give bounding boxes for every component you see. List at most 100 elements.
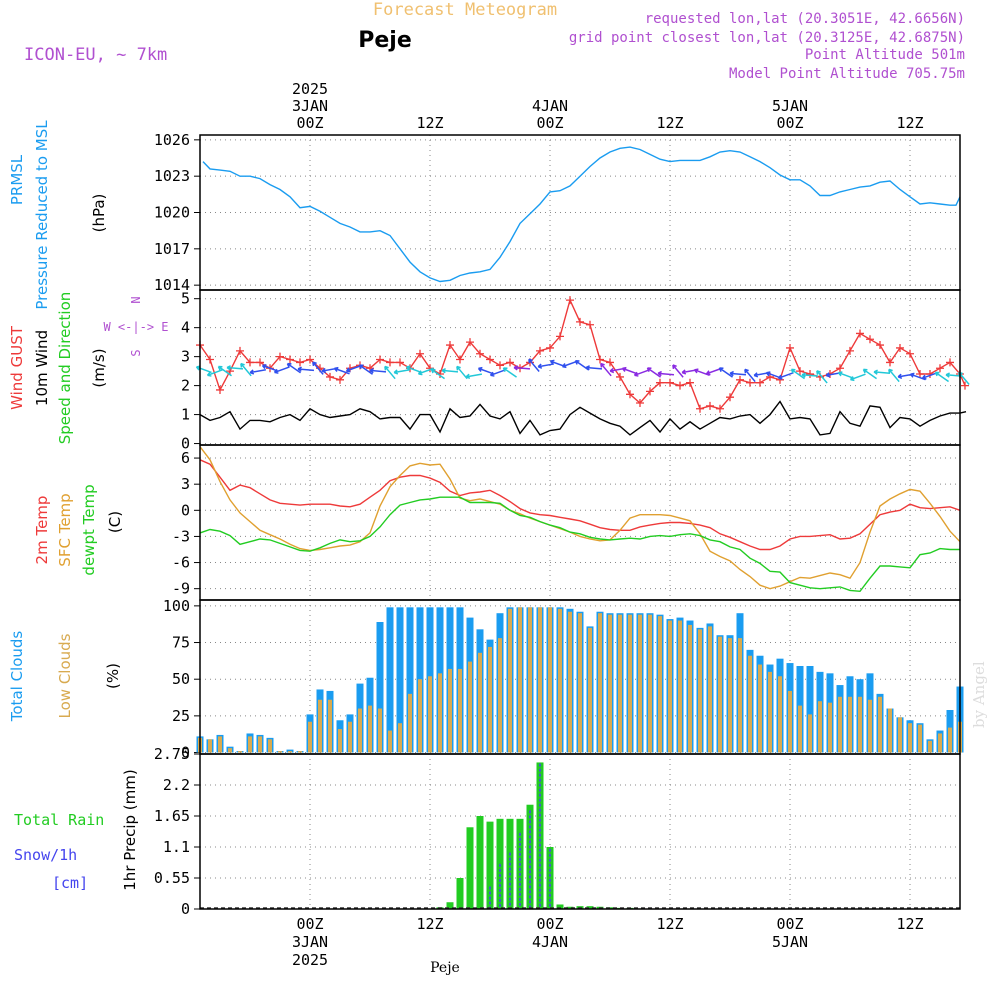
gust-marker bbox=[796, 367, 804, 376]
gust-marker bbox=[636, 398, 644, 407]
rain-bar bbox=[546, 847, 554, 909]
gust-marker bbox=[486, 355, 494, 364]
low-cloud-bar bbox=[948, 727, 952, 753]
wind-direction-arrow bbox=[465, 373, 483, 379]
bottom-axis-label: 00Z bbox=[296, 915, 323, 933]
bottom-axis-label: 00Z bbox=[776, 915, 803, 933]
series-line-10m-wind bbox=[199, 400, 967, 436]
total-cloud-bar bbox=[406, 607, 414, 753]
bottom-axis-label: 3JAN bbox=[292, 933, 328, 951]
wind-direction-arrow bbox=[405, 365, 422, 374]
wind-direction-arrow bbox=[528, 358, 540, 372]
gust-marker bbox=[736, 375, 744, 384]
y-tick-label: 1020 bbox=[154, 204, 190, 222]
gust-marker bbox=[686, 378, 694, 387]
bottom-axis-label: 5JAN bbox=[772, 933, 808, 951]
gust-marker bbox=[806, 370, 814, 379]
y-tick-label: 1.65 bbox=[154, 807, 190, 825]
gust-marker bbox=[496, 361, 504, 370]
gust-marker bbox=[396, 358, 404, 367]
y-tick-label: 0.55 bbox=[154, 869, 190, 887]
gust-marker bbox=[536, 346, 544, 355]
model-altitude: Model Point Altitude 705.75m bbox=[729, 66, 965, 82]
ylabel-unit: (%) bbox=[104, 663, 122, 689]
gust-marker bbox=[466, 338, 474, 347]
rain-bar bbox=[496, 818, 504, 909]
total-cloud-bar bbox=[376, 622, 384, 753]
gust-marker bbox=[836, 364, 844, 373]
wind-direction-arrow bbox=[729, 370, 747, 377]
ylabel-2m-temp: 2m Temp bbox=[33, 496, 51, 565]
ylabel-speed-direction: Speed and Direction bbox=[56, 292, 74, 445]
low-cloud-bar bbox=[908, 723, 912, 753]
rain-bar bbox=[456, 878, 464, 909]
rain-bar bbox=[566, 906, 574, 909]
y-tick-label: 0 bbox=[181, 435, 190, 453]
series-line-prmsl bbox=[202, 146, 961, 283]
y-tick-label: 5 bbox=[181, 290, 190, 308]
gust-marker bbox=[946, 358, 954, 367]
wind-direction-arrow bbox=[657, 370, 675, 377]
wind-direction-arrow bbox=[369, 367, 387, 374]
low-cloud-bar bbox=[748, 655, 752, 753]
low-cloud-bar bbox=[558, 608, 562, 753]
wind-direction-arrow bbox=[849, 373, 866, 382]
low-cloud-bar bbox=[378, 708, 382, 753]
top-axis-label: 00Z bbox=[296, 114, 323, 132]
top-axis-label: 12Z bbox=[896, 114, 923, 132]
wind-direction-arrow bbox=[441, 367, 459, 374]
panel-precip: 0 0.55 1.1 1.65 2.2 2.75 1hr Precip (mm) Total … bbox=[14, 745, 961, 918]
gust-marker bbox=[376, 355, 384, 364]
gust-marker bbox=[576, 317, 584, 326]
wind-direction-arrow bbox=[801, 372, 819, 378]
y-tick-label: 3 bbox=[181, 475, 190, 493]
wind-direction-arrow bbox=[240, 362, 252, 377]
gust-marker bbox=[606, 358, 614, 367]
panel-temperature: -9 -6 -3 0 3 6 2m Temp SFC Temp dewpt Temp (C) bbox=[33, 444, 961, 601]
low-cloud-bar bbox=[438, 673, 442, 753]
compass-east-west: W <-|-> E bbox=[103, 320, 168, 334]
gust-marker bbox=[446, 341, 454, 350]
ylabel-precip: 1hr Precip (mm) bbox=[121, 769, 139, 890]
gust-marker bbox=[566, 296, 574, 305]
gust-marker bbox=[876, 341, 884, 350]
low-cloud-bar bbox=[698, 629, 702, 753]
bottom-axis-label: 12Z bbox=[896, 915, 923, 933]
total-cloud-bar bbox=[396, 607, 404, 753]
gust-marker bbox=[386, 358, 394, 367]
legend-total-rain: Total Rain bbox=[14, 811, 104, 829]
gust-marker bbox=[246, 358, 254, 367]
ylabel-unit: (m/s) bbox=[90, 348, 108, 387]
low-cloud-bar bbox=[428, 676, 432, 753]
wind-direction-arrow bbox=[206, 369, 223, 377]
low-cloud-bar bbox=[388, 730, 392, 753]
low-cloud-bar bbox=[468, 661, 472, 753]
y-tick-label: -6 bbox=[172, 554, 190, 572]
low-cloud-bar bbox=[718, 636, 722, 753]
gust-marker bbox=[726, 393, 734, 402]
wind-direction-arrow bbox=[297, 366, 315, 372]
y-tick-label: 1.1 bbox=[163, 838, 190, 856]
rain-bar bbox=[556, 904, 564, 909]
wind-direction-arrow bbox=[672, 364, 684, 378]
wind-direction-arrow bbox=[837, 371, 854, 379]
gust-marker bbox=[626, 390, 634, 399]
top-axis-label: 12Z bbox=[656, 114, 683, 132]
low-cloud-bar bbox=[368, 705, 372, 753]
gust-marker bbox=[866, 335, 874, 344]
low-cloud-bar bbox=[928, 740, 932, 753]
gust-marker bbox=[616, 372, 624, 381]
wind-direction-arrow bbox=[393, 368, 411, 375]
low-cloud-bar bbox=[598, 613, 602, 753]
top-axis-label: 12Z bbox=[416, 114, 443, 132]
gust-marker bbox=[916, 370, 924, 379]
wind-direction-arrow bbox=[537, 363, 555, 369]
low-cloud-bar bbox=[278, 751, 282, 753]
gust-marker bbox=[216, 385, 224, 394]
y-tick-label: 2 bbox=[181, 377, 190, 395]
low-cloud-bar bbox=[808, 714, 812, 753]
bottom-axis-label: 12Z bbox=[656, 915, 683, 933]
gust-marker bbox=[666, 378, 674, 387]
wind-direction-arrow bbox=[430, 368, 445, 380]
